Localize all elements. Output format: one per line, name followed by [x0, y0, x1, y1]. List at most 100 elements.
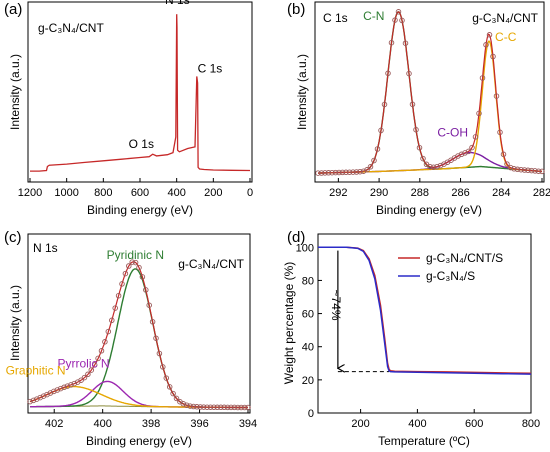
data-point	[339, 169, 346, 176]
data-point	[166, 384, 173, 390]
panel-b-x-tick-label: 282	[533, 187, 550, 199]
data-point	[427, 163, 433, 170]
data-point	[211, 404, 217, 410]
panel-b-x-ticks: 292 290 288 286 284 282	[329, 178, 550, 199]
data-point	[122, 270, 129, 277]
data-point	[381, 101, 388, 108]
data-point	[511, 166, 517, 172]
data-point	[47, 390, 54, 396]
data-point	[367, 164, 374, 170]
data-point	[136, 264, 142, 271]
data-point	[329, 169, 335, 176]
data-point	[462, 150, 468, 156]
component-line	[318, 40, 542, 174]
panel-c-x-tick-label: 398	[142, 418, 160, 430]
panel-a-y-axis-title: Intensity (a.u.)	[8, 54, 22, 130]
data-point	[37, 394, 43, 401]
data-point	[364, 167, 370, 173]
data-point	[143, 287, 149, 293]
panel-d-x-tick-label: 600	[465, 418, 483, 430]
data-point	[91, 362, 98, 368]
data-point	[469, 144, 475, 151]
data-point	[315, 170, 321, 176]
panel-b-curves	[315, 9, 545, 176]
data-point	[528, 167, 535, 174]
data-point	[406, 70, 412, 77]
data-point	[392, 17, 398, 23]
data-point	[518, 166, 524, 173]
panel-c-x-axis-title: Binding energy (eV)	[86, 434, 192, 448]
panel-c-x-tick-label: 396	[190, 418, 208, 430]
panel-d-y-tick-label: 60	[302, 309, 314, 321]
panel-b-x-axis-title: Binding energy (eV)	[376, 203, 482, 217]
panel-c-x-tick-label: 402	[45, 418, 63, 430]
panel-d-x-tick-label: 800	[522, 418, 540, 430]
data-point	[465, 148, 472, 155]
data-point	[95, 355, 101, 362]
data-point	[378, 127, 384, 134]
data-point	[357, 168, 363, 175]
data-point	[235, 404, 241, 411]
data-point	[190, 403, 197, 410]
component-line	[30, 268, 248, 409]
panel-a-x-axis-title: Binding energy (eV)	[87, 203, 193, 217]
survey-spectrum-line	[30, 14, 251, 172]
data-point	[507, 164, 514, 171]
data-point	[71, 380, 78, 387]
panel-d-reference: ~74%	[329, 250, 389, 372]
data-point	[200, 404, 207, 410]
data-point	[402, 40, 409, 46]
data-point	[218, 404, 224, 411]
data-point	[525, 167, 531, 174]
data-point	[245, 404, 251, 411]
panel-d-y-tick-label: 20	[302, 375, 314, 387]
panel-a-x-ticks: 1200 1000 800 600 400 200 0	[18, 178, 253, 199]
data-point	[336, 169, 342, 176]
component-label: Graphitic N	[6, 364, 66, 378]
data-point	[115, 292, 122, 299]
data-point	[228, 404, 234, 411]
panel-d-y-tick-label: 80	[302, 275, 314, 287]
data-point	[119, 281, 125, 287]
data-point	[180, 401, 187, 407]
legend-entry: g-C₃N₄/CNT/S	[426, 251, 503, 265]
weight-loss-annotation: ~74%	[329, 290, 343, 321]
panel-a-sample-label: g-C₃N₄/CNT	[38, 21, 104, 35]
panel-d-y-tick-label: 40	[302, 342, 314, 354]
data-point	[34, 396, 40, 402]
data-point	[416, 144, 423, 151]
panel-d-legend: g-C₃N₄/CNT/S g-C₃N₄/S	[398, 251, 503, 283]
panel-d-x-tick-label: 200	[351, 418, 369, 430]
data-point	[156, 350, 163, 357]
panel-b-x-tick-label: 292	[329, 187, 347, 199]
data-point	[214, 404, 221, 411]
data-point	[241, 404, 248, 411]
panel-a-x-tick-label: 200	[204, 187, 222, 199]
panel-d-frame	[317, 233, 532, 414]
panel-a-x-tick-label: 800	[94, 187, 112, 199]
data-point	[139, 274, 146, 280]
data-point	[129, 259, 135, 265]
data-point	[51, 388, 57, 395]
data-point	[458, 151, 465, 158]
panel-a-survey-spectrum: (a) g-C₃N₄/CNT 1200 1000 800 600 400 200 0 N 1…	[4, 0, 253, 217]
panel-d-ticks: 200 400 600 800 0 20 40 60 80 100	[296, 242, 541, 430]
data-point	[132, 259, 139, 266]
peak-label: C 1s	[198, 61, 223, 75]
data-point	[504, 161, 510, 167]
data-point	[40, 393, 47, 399]
panel-b-x-tick-label: 288	[411, 187, 429, 199]
data-point	[500, 151, 507, 158]
data-point	[88, 367, 95, 373]
panel-c-x-tick-label: 394	[239, 418, 257, 430]
data-point	[385, 70, 391, 77]
component-label: Pyridinic N	[107, 248, 164, 262]
data-point	[109, 317, 115, 324]
data-point	[521, 167, 528, 173]
data-point	[153, 335, 159, 341]
data-point	[479, 75, 486, 81]
peak-label: N 1s	[165, 0, 190, 7]
data-point	[231, 404, 238, 411]
panel-c-x-ticks: 402 400 398 396 394	[45, 409, 257, 430]
